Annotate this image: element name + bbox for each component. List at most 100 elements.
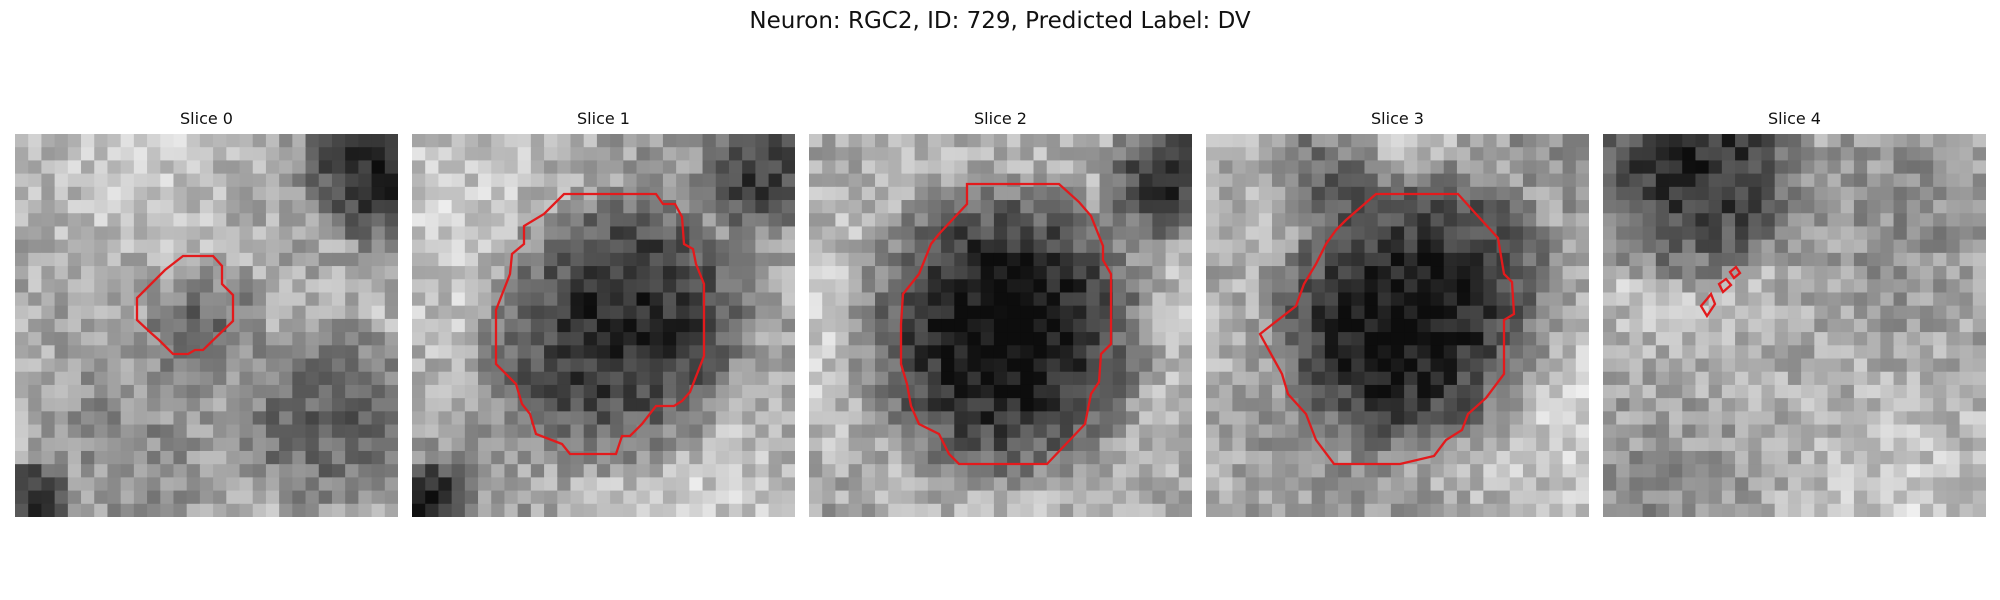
pixel [728, 318, 743, 333]
pixel [1311, 266, 1326, 280]
pixel [901, 318, 916, 333]
pixel [517, 345, 532, 360]
pixel [504, 345, 519, 360]
pixel [742, 266, 756, 280]
pixel [702, 134, 717, 148]
pixel [861, 345, 876, 360]
pixel [1669, 134, 1683, 148]
pixel [1152, 134, 1167, 148]
pixel [1669, 305, 1683, 320]
pixel [649, 384, 664, 399]
pixel [993, 371, 1008, 386]
pixel [755, 266, 770, 280]
pixel [292, 371, 307, 386]
pixel [1629, 332, 1644, 346]
pixel [768, 345, 783, 360]
pixel [1404, 345, 1418, 360]
pixel [702, 213, 717, 228]
pixel [279, 503, 293, 517]
pixel [1787, 332, 1802, 346]
pixel [1509, 358, 1524, 373]
pixel [1272, 345, 1286, 360]
pixel [1774, 384, 1789, 399]
pixel [1906, 437, 1921, 452]
pixel [504, 384, 519, 399]
pixel [1748, 464, 1763, 478]
pixel [120, 477, 135, 492]
pixel [1682, 345, 1697, 360]
pixel [1629, 450, 1644, 465]
pixel [781, 279, 795, 294]
pixel [875, 398, 889, 412]
pixel [1827, 266, 1842, 280]
pixel [252, 147, 267, 162]
pixel [623, 292, 638, 307]
pixel [1125, 464, 1140, 478]
pixel [94, 371, 109, 386]
pixel [1470, 450, 1484, 465]
pixel [1272, 160, 1286, 175]
pixel [676, 305, 690, 320]
pixel [504, 200, 519, 214]
pixel [1801, 305, 1815, 320]
pixel [781, 173, 795, 188]
pixel [1020, 490, 1035, 505]
pixel [596, 239, 611, 254]
pixel [583, 345, 598, 360]
pixel [41, 384, 56, 399]
pixel [980, 371, 995, 386]
pixel [1351, 384, 1366, 399]
pixel [1919, 345, 1934, 360]
pixel [702, 503, 717, 517]
pixel [412, 266, 426, 280]
pixel [239, 186, 254, 201]
pixel [279, 160, 293, 175]
pixel [583, 239, 598, 254]
pixel [1258, 134, 1273, 148]
pixel [649, 503, 664, 517]
pixel [1603, 345, 1617, 360]
pixel [861, 200, 876, 214]
pixel [265, 477, 280, 492]
pixel [1603, 147, 1617, 162]
pixel [1827, 477, 1842, 492]
pixel [1377, 411, 1392, 426]
pixel [1840, 384, 1855, 399]
pixel [1483, 200, 1498, 214]
pixel [954, 358, 969, 373]
pixel [610, 464, 624, 478]
pixel [570, 226, 585, 241]
pixel [888, 437, 903, 452]
pixel [1853, 279, 1868, 294]
pixel [1549, 239, 1564, 254]
pixel [1443, 384, 1458, 399]
pixel [1007, 200, 1021, 214]
pixel [1390, 279, 1405, 294]
pixel [941, 200, 955, 214]
pixel [15, 464, 29, 478]
pixel [41, 226, 56, 241]
pixel [1033, 226, 1048, 241]
pixel [848, 398, 863, 412]
pixel [81, 411, 95, 426]
pixel [1655, 490, 1670, 505]
pixel [1272, 490, 1286, 505]
pixel [425, 450, 440, 465]
pixel [1351, 345, 1366, 360]
pixel [1972, 160, 1986, 175]
pixel [1073, 358, 1087, 373]
pixel [742, 358, 756, 373]
pixel [1629, 279, 1644, 294]
pixel [1152, 266, 1167, 280]
pixel [676, 371, 690, 386]
pixel [1735, 239, 1749, 254]
pixel [1099, 371, 1114, 386]
pixel [1232, 147, 1247, 162]
pixel [715, 371, 730, 386]
pixel [1893, 332, 1908, 346]
pixel [927, 332, 942, 346]
pixel [1695, 292, 1710, 307]
pixel [848, 318, 863, 333]
pixel [768, 279, 783, 294]
pixel [1629, 490, 1644, 505]
